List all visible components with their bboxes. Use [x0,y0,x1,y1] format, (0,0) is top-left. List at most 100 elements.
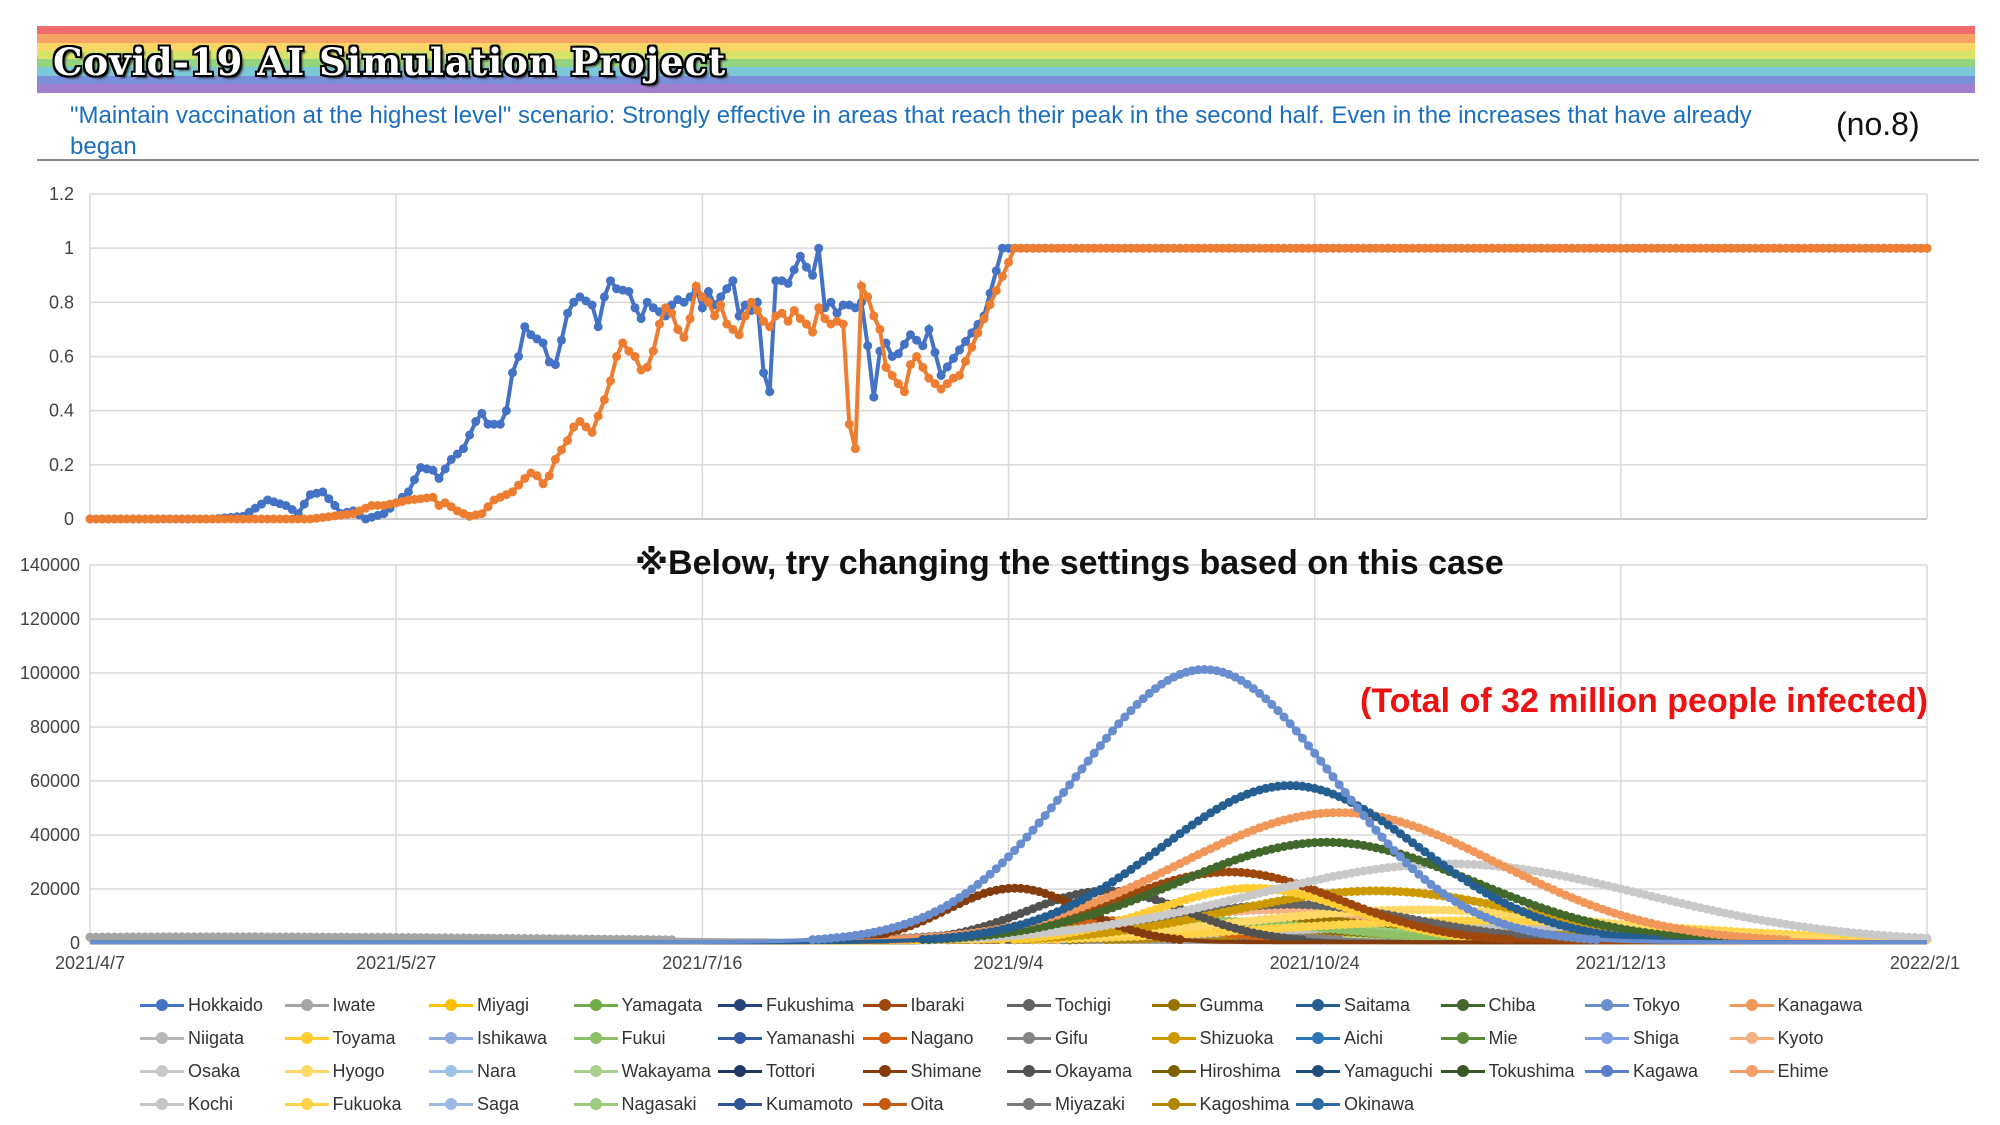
x-tick-label: 2021/4/7 [55,953,125,973]
legend-swatch [1729,1028,1774,1048]
data-point [97,932,107,942]
data-point [979,314,989,324]
data-point [636,314,646,324]
legend-swatch [573,1028,618,1048]
data-point [587,300,597,310]
legend-item: Okinawa [1296,1089,1414,1119]
legend-label: Saitama [1344,994,1411,1015]
data-point [201,932,211,942]
data-point [857,281,866,291]
data-point [171,514,181,524]
data-point [1248,243,1258,253]
data-point [899,387,909,397]
banner-stripe [37,67,1975,76]
data-point [630,303,640,313]
legend-swatch [1151,1028,1196,1048]
legend-item: Hyogo [284,1056,385,1086]
legend-swatch-marker [445,1065,457,1077]
legend-swatch [140,1094,184,1114]
legend-item: Miyagi [429,990,529,1020]
legend-swatch [284,995,329,1015]
x-tick-label: 2021/10/24 [1270,953,1360,973]
data-point [385,932,395,942]
data-point [1304,243,1313,253]
legend-item: Tokushima [1440,1056,1575,1086]
data-point [997,272,1007,281]
data-point [1383,839,1393,849]
legend-item: Saga [429,1089,519,1119]
legend-swatch [573,995,618,1015]
data-point [514,480,524,490]
data-point [250,932,260,942]
legend-swatch-marker [445,999,457,1011]
data-point [765,387,775,397]
data-point [991,286,1001,296]
data-point [550,454,560,464]
data-point [403,487,413,497]
y-tick-label: 40000 [30,825,80,845]
data-point [728,324,738,334]
data-point [1567,243,1577,253]
data-point [1775,243,1785,253]
legend-item: Ibaraki [862,990,965,1020]
data-point [1016,839,1026,849]
y-tick-label: 0.8 [49,292,74,312]
data-point [801,319,811,329]
legend-label: Oita [910,1093,944,1114]
x-tick-label: 2021/5/27 [356,953,436,973]
legend-swatch-marker [734,1032,746,1044]
data-point [1359,811,1369,820]
data-point [1591,243,1601,253]
data-point [354,932,364,942]
data-point [667,308,677,318]
data-point [1224,243,1234,253]
data-point [1377,832,1387,842]
legend-swatch [1296,1094,1340,1114]
data-point [887,371,897,380]
legend-item: Niigata [140,1023,244,1053]
data-point [716,292,726,302]
data-point [1457,243,1467,253]
legend-label: Tokushima [1488,1060,1575,1081]
legend-label: Gifu [1055,1027,1089,1048]
y-tick-label: 120000 [20,609,80,629]
data-point [850,303,860,313]
legend-swatch-marker [589,1065,602,1077]
legend-label: Ehime [1777,1060,1829,1081]
data-point [777,308,787,318]
data-point [1316,756,1326,766]
data-point [477,408,487,418]
legend-swatch [1296,1028,1340,1048]
legend-swatch [1007,1028,1051,1048]
data-point [514,352,524,361]
legend-label: Shiga [1633,1027,1680,1048]
data-point [97,514,107,524]
data-point [955,345,964,355]
legend-label: Miyagi [477,994,530,1015]
data-point [520,322,530,332]
data-point [808,270,818,280]
data-point [942,362,952,372]
legend-item: Saitama [1296,990,1410,1020]
legend-label: Okinawa [1344,1093,1415,1114]
legend-label: Hyogo [332,1060,385,1081]
y-tick-label: 20000 [30,879,80,899]
data-point [685,314,695,324]
data-point [961,336,971,346]
data-point [581,422,591,432]
data-point [201,514,211,524]
legend-label: Mie [1488,1027,1518,1048]
legend-swatch [1151,1094,1196,1114]
data-point [789,306,799,315]
data-point [538,338,548,348]
data-point [599,292,609,302]
legend-label: Fukuoka [332,1093,402,1114]
data-point [679,333,689,342]
data-point [1328,772,1338,782]
data-point [759,316,769,326]
data-point [1169,243,1179,253]
legend-label: Yamanashi [766,1027,855,1048]
data-point [1095,741,1105,751]
data-point [1695,243,1705,253]
data-point [1034,818,1044,828]
